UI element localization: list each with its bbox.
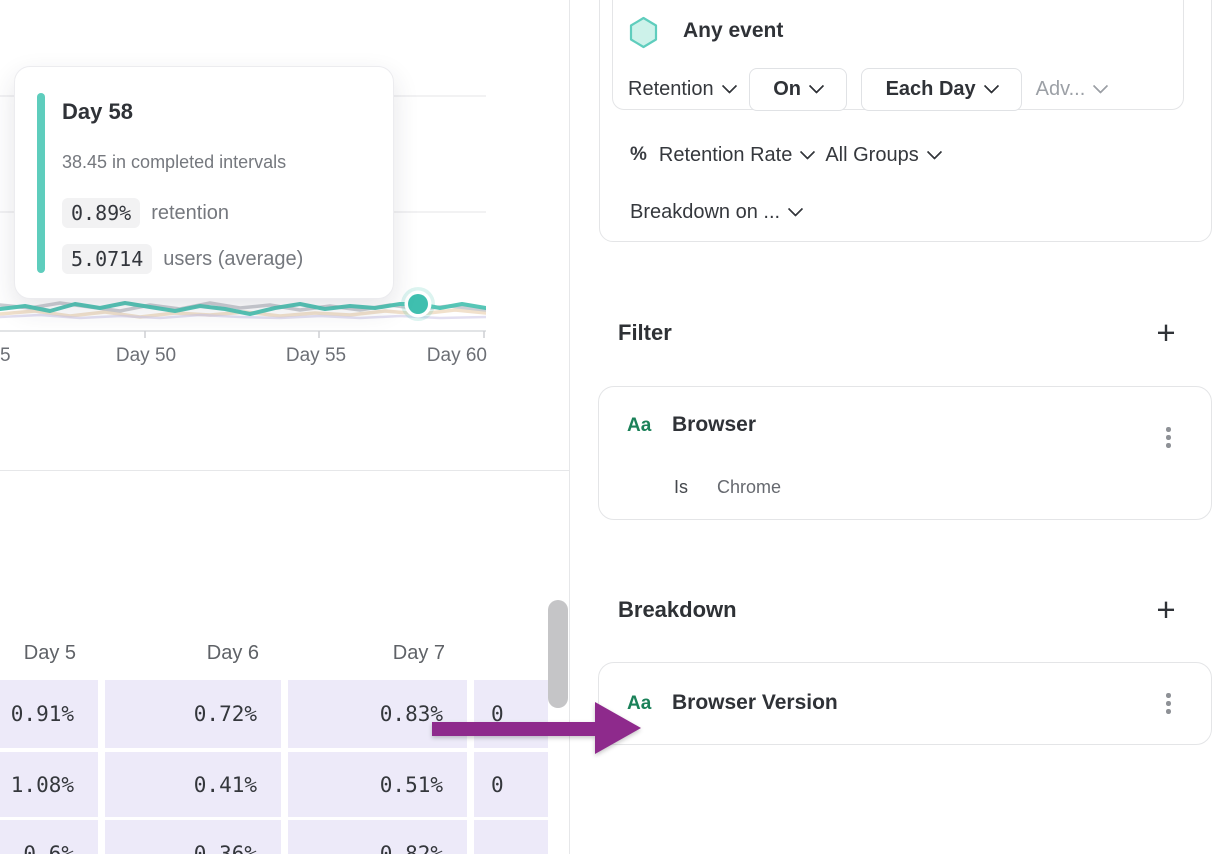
chevron-down-icon — [926, 143, 942, 160]
on-dropdown-button[interactable]: On — [748, 67, 847, 111]
table-cell-partial[interactable]: 0 — [474, 752, 548, 817]
breakdown-property-name[interactable]: Browser Version — [672, 691, 838, 714]
table-cell[interactable]: 0.82% — [288, 820, 467, 854]
series-lavender-line — [0, 313, 486, 320]
interval-dropdown-button[interactable]: Each Day — [860, 67, 1022, 111]
table-cell[interactable]: 0.91% — [0, 680, 98, 748]
chevron-down-icon — [983, 77, 999, 94]
filter-operator[interactable]: Is — [674, 477, 689, 497]
retention-table: Day 5 Day 6 Day 7 0.91% 0.72% 0.83% 0 1.… — [0, 610, 548, 854]
retention-type-dropdown[interactable]: Retention — [628, 77, 737, 101]
table-cell-partial[interactable]: 0 — [474, 680, 548, 748]
table-cell[interactable]: 0.6% — [0, 820, 98, 854]
string-property-icon: Aa — [627, 693, 652, 714]
highlighted-point — [401, 287, 435, 321]
percent-icon: % — [630, 144, 647, 165]
tooltip-users-value: 5.0714 — [62, 244, 153, 274]
x-tick-label-day60: Day 60 — [426, 345, 487, 366]
chevron-down-icon — [1093, 77, 1109, 94]
string-property-icon: Aa — [627, 415, 652, 436]
interval-label: Each Day — [885, 77, 976, 100]
groups-label: All Groups — [825, 143, 919, 166]
filter-property-name[interactable]: Browser — [672, 413, 757, 436]
table-cell[interactable]: 1.08% — [0, 752, 98, 817]
x-tick-label-day55: Day 55 — [285, 345, 347, 366]
advanced-dropdown[interactable]: Adv... — [1035, 77, 1109, 101]
table-cell[interactable]: 0.72% — [105, 680, 281, 748]
chart-tooltip: Day 58 38.45 in completed intervals 0.89… — [14, 66, 394, 299]
chevron-down-icon — [787, 200, 804, 217]
table-header-day5: Day 5 — [23, 642, 76, 664]
retention-line-chart[interactable] — [0, 0, 486, 342]
event-controls-row: Retention On Each Day Adv... — [628, 67, 1109, 111]
x-tick-label-day45-partial: 5 — [0, 345, 11, 366]
filter-value[interactable]: Chrome — [717, 477, 782, 497]
table-cell[interactable]: 0.83% — [288, 680, 467, 748]
kebab-menu-icon[interactable] — [1166, 693, 1171, 714]
metric-label: Retention Rate — [658, 143, 793, 166]
kebab-menu-icon[interactable] — [1166, 427, 1171, 448]
chart-table-divider — [0, 470, 569, 471]
breakdown-item-card[interactable]: Aa Browser Version — [598, 662, 1212, 745]
chevron-down-icon — [808, 77, 825, 94]
table-cell[interactable]: 0.36% — [105, 820, 281, 854]
breakdown-section-heading: Breakdown — [618, 597, 737, 622]
tooltip-retention-value: 0.89% — [62, 198, 141, 228]
advanced-label: Adv... — [1035, 77, 1086, 100]
on-label: On — [773, 77, 802, 100]
metric-dropdown[interactable]: Retention Rate — [658, 143, 816, 167]
x-tick-label-day50: Day 50 — [115, 345, 177, 366]
vertical-scrollbar-thumb[interactable] — [548, 600, 568, 708]
table-cell-partial[interactable] — [474, 820, 548, 854]
annotation-arrow — [432, 702, 641, 754]
filter-item-card[interactable]: Aa Browser Is Chrome — [598, 386, 1212, 520]
tooltip-accent-bar — [37, 93, 45, 273]
tooltip-users-label: users (average) — [163, 247, 304, 270]
table-cell[interactable]: 0.41% — [105, 752, 281, 817]
table-header-day6: Day 6 — [206, 642, 259, 664]
tooltip-title: Day 58 — [62, 99, 133, 124]
panel-divider — [569, 0, 570, 854]
groups-dropdown[interactable]: All Groups — [825, 143, 942, 167]
table-header-day7: Day 7 — [392, 642, 445, 664]
breakdown-on-label: Breakdown on ... — [630, 200, 781, 223]
chevron-down-icon — [800, 143, 816, 160]
tooltip-retention-label: retention — [151, 201, 230, 224]
breakdown-on-dropdown[interactable]: Breakdown on ... — [630, 198, 804, 226]
event-hexagon-icon — [629, 16, 658, 49]
x-axis-ticks — [144, 331, 485, 338]
add-filter-button[interactable]: + — [1156, 314, 1176, 351]
add-breakdown-button[interactable]: + — [1156, 591, 1176, 628]
filter-section-heading: Filter — [618, 320, 672, 345]
event-name[interactable]: Any event — [683, 19, 784, 42]
chevron-down-icon — [721, 77, 737, 94]
retention-type-label: Retention — [628, 77, 714, 100]
table-cell[interactable]: 0.51% — [288, 752, 467, 817]
metric-row: % Retention Rate All Groups — [630, 140, 942, 170]
tooltip-subtitle: 38.45 in completed intervals — [62, 152, 287, 172]
